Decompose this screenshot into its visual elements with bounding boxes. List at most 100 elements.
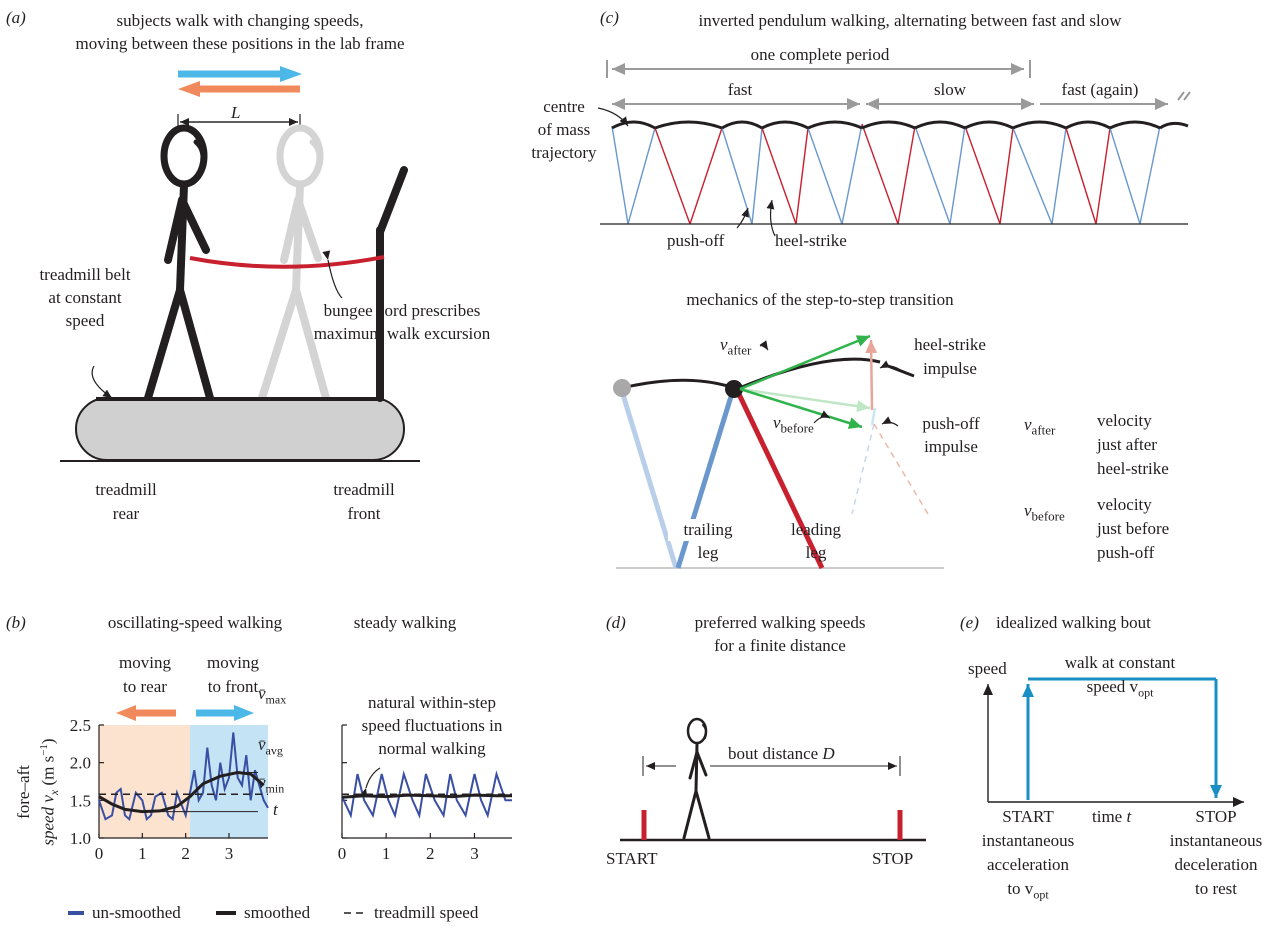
x-tick-label: 3 [225,844,234,863]
series-un-smoothed [98,732,269,822]
front-label-2: front [347,504,381,523]
stick-figure-front [258,124,330,402]
pendulum-leg [627,127,656,225]
start-label-e: START [1002,807,1054,826]
pendulum-leg [611,125,629,225]
start-desc-2: acceleration [986,855,1070,874]
legend-treadmill: treadmill speed [374,903,479,922]
pendulum-leg [795,127,809,225]
leading-leg [734,388,825,570]
pendulum-leg [964,125,1001,225]
panel-a-title-2: moving between these positions in the la… [75,34,405,53]
pendulum-leg [761,127,797,225]
y-axis-label-2: speed vx (m s−1) [38,738,62,846]
slow-label: slow [933,80,967,99]
start-desc-3: to vopt [1007,879,1049,902]
to-rear-label-2: to rear [123,677,167,696]
fluct-label-1: natural within-step [368,693,496,712]
pendulum-leg [1139,125,1161,225]
pendulum-leg [841,123,863,225]
pendulum-leg [807,127,843,225]
pushoff-label: push-off [667,231,725,250]
panel-d-label: (d) [606,613,626,632]
v-before-arrow [739,387,863,429]
moving-to-rear-region [99,725,190,838]
po-impulse-1: push-off [922,414,980,433]
bout-distance-label: bout distance D [728,744,835,763]
time-axis-label: time t [1092,807,1132,826]
def-before-3: push-off [1097,543,1155,562]
com-pointer [597,107,629,127]
series-smoothed [341,793,512,799]
fast-again-label: fast (again) [1061,80,1139,99]
start-desc-1: instantaneous [981,831,1075,850]
v-after-label: vafter [720,335,752,358]
x-tick-label: 0 [95,844,104,863]
def-after-3: heel-strike [1097,459,1169,478]
hs-impulse-2: impulse [923,359,977,378]
def-v-before: vbefore [1024,501,1065,524]
series-un-smoothed [341,770,512,819]
panel-b-title-right: steady walking [353,613,457,632]
distance-L-label: L [231,103,241,122]
pendulum-leg [949,125,966,225]
leading-label-1: leading [790,520,842,539]
heelstrike-label: heel-strike [775,231,847,250]
bungee-label-1: bungee cord prescribes [323,301,481,320]
arrow-right-blue [178,66,302,82]
to-rear-label-1: moving [119,653,171,672]
com-label-3: trajectory [531,143,597,162]
panel-a-graphics [60,66,420,462]
panel-c-title: inverted pendulum walking, alternating b… [698,11,1122,30]
panel-a-title-1: subjects walk with changing speeds, [116,11,364,30]
leading-label-2: leg [805,543,827,562]
walk-label-2: speed vopt [1086,677,1154,700]
po-impulse-2: impulse [924,437,978,456]
mech-title: mechanics of the step-to-step transition [686,290,954,309]
pendulum-leg [1109,127,1141,225]
pendulum-leg [1065,127,1097,225]
bungee-cord [189,255,385,269]
panel-c-graphics [597,60,1191,570]
fluct-label-2: speed fluctuations in [361,716,503,735]
to-front-label-1: moving [207,653,259,672]
t-axis-label: t [273,800,278,819]
heelstrike-impulse-arrow [865,339,878,411]
walker-figure [682,717,711,840]
panel-c-label: (c) [600,8,619,27]
series-smoothed [98,770,265,814]
stop-label-d: STOP [872,849,914,868]
x-tick-label: 1 [138,844,147,863]
fluct-label-3: normal walking [378,739,486,758]
panel-b-graphics: 1.0 1.5 2.0 2.5 0 1 2 3 0 1 2 3 [68,705,512,915]
x-tick-label: 2 [181,844,190,863]
legend-smoothed: smoothed [244,903,311,922]
front-label-1: treadmill [333,480,395,499]
v-before-label: vbefore [773,413,814,436]
def-before-2: just before [1097,519,1170,538]
speed-axis-label: speed [968,659,1007,678]
walk-label-1: walk at constant [1030,652,1210,674]
panel-a-label: (a) [6,8,26,27]
stick-figure-rear [144,124,214,402]
pushoff-pointer [736,207,749,229]
stop-desc-2: deceleration [1174,855,1258,874]
vmin-label: v̄min [258,773,285,796]
to-front-label-2: to front [207,677,259,696]
chart-oscillating: 1.0 1.5 2.0 2.5 0 1 2 3 [70,716,269,863]
pendulum-leg [1051,127,1067,225]
x-tick-label: 0 [338,844,347,863]
v-after-arrow [739,334,871,391]
pendulum-leg [999,127,1014,225]
period-label: one complete period [750,45,890,64]
def-before-1: velocity [1097,495,1152,514]
fluct-pointer [359,767,381,798]
panel-e-title: idealized walking bout [996,613,1151,632]
pendulum-leg [751,127,763,225]
start-label-d: START [606,849,658,868]
arrow-left-orange [178,81,300,97]
distance-L-marker [177,114,301,130]
pendulum-legs [611,123,1161,225]
x-tick-label: 1 [382,844,391,863]
